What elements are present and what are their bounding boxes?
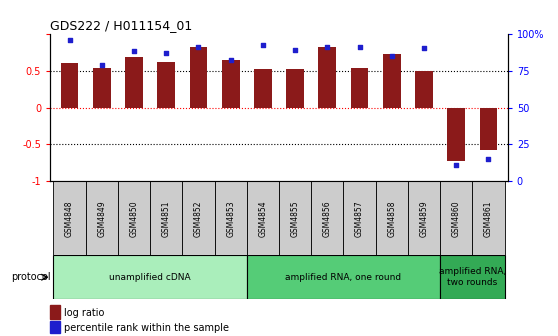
Bar bbox=[254, 69, 272, 108]
Point bbox=[194, 44, 203, 50]
Text: GSM4848: GSM4848 bbox=[65, 200, 74, 237]
Bar bbox=[182, 181, 215, 255]
Text: GSM4860: GSM4860 bbox=[452, 200, 461, 237]
Bar bbox=[440, 181, 472, 255]
Point bbox=[65, 37, 74, 42]
Bar bbox=[350, 68, 368, 108]
Text: unamplified cDNA: unamplified cDNA bbox=[109, 273, 191, 282]
Bar bbox=[440, 255, 504, 299]
Point bbox=[387, 53, 396, 58]
Bar bbox=[279, 181, 311, 255]
Text: GSM4856: GSM4856 bbox=[323, 200, 332, 237]
Text: log ratio: log ratio bbox=[64, 308, 104, 318]
Bar bbox=[472, 181, 504, 255]
Bar bbox=[448, 108, 465, 161]
Text: GSM4853: GSM4853 bbox=[226, 200, 235, 237]
Point bbox=[97, 62, 106, 67]
Bar bbox=[215, 181, 247, 255]
Bar bbox=[50, 305, 60, 319]
Text: protocol: protocol bbox=[11, 272, 51, 282]
Text: GSM4850: GSM4850 bbox=[129, 200, 138, 237]
Text: percentile rank within the sample: percentile rank within the sample bbox=[64, 323, 229, 333]
Bar bbox=[61, 63, 79, 108]
Bar bbox=[247, 255, 440, 299]
Point bbox=[226, 57, 235, 63]
Text: amplified RNA,
two rounds: amplified RNA, two rounds bbox=[439, 267, 506, 287]
Bar bbox=[319, 47, 336, 108]
Bar bbox=[54, 181, 86, 255]
Text: GSM4849: GSM4849 bbox=[97, 200, 106, 237]
Bar bbox=[222, 60, 239, 108]
Point bbox=[129, 49, 138, 54]
Bar bbox=[125, 56, 143, 108]
Text: GSM4854: GSM4854 bbox=[258, 200, 267, 237]
Bar bbox=[150, 181, 182, 255]
Bar bbox=[157, 62, 175, 108]
Bar bbox=[376, 181, 408, 255]
Bar bbox=[50, 321, 60, 333]
Point bbox=[355, 44, 364, 50]
Text: amplified RNA, one round: amplified RNA, one round bbox=[285, 273, 402, 282]
Text: GSM4855: GSM4855 bbox=[291, 200, 300, 237]
Point bbox=[258, 43, 267, 48]
Bar bbox=[54, 255, 247, 299]
Bar bbox=[408, 181, 440, 255]
Point bbox=[420, 46, 429, 51]
Bar bbox=[383, 53, 401, 108]
Text: GSM4859: GSM4859 bbox=[420, 200, 429, 237]
Bar bbox=[86, 181, 118, 255]
Bar bbox=[415, 71, 433, 108]
Bar bbox=[479, 108, 497, 151]
Text: GSM4857: GSM4857 bbox=[355, 200, 364, 237]
Point bbox=[162, 50, 171, 55]
Bar bbox=[247, 181, 279, 255]
Bar bbox=[190, 47, 208, 108]
Text: GSM4861: GSM4861 bbox=[484, 200, 493, 237]
Point bbox=[323, 44, 332, 50]
Bar bbox=[311, 181, 343, 255]
Bar bbox=[286, 69, 304, 108]
Point bbox=[484, 157, 493, 162]
Point bbox=[291, 47, 300, 52]
Text: GSM4858: GSM4858 bbox=[387, 200, 396, 237]
Text: GSM4852: GSM4852 bbox=[194, 200, 203, 237]
Bar bbox=[118, 181, 150, 255]
Text: GSM4851: GSM4851 bbox=[162, 200, 171, 237]
Point bbox=[452, 163, 461, 168]
Bar bbox=[93, 68, 110, 108]
Bar bbox=[343, 181, 376, 255]
Text: GDS222 / H011154_01: GDS222 / H011154_01 bbox=[50, 19, 193, 33]
